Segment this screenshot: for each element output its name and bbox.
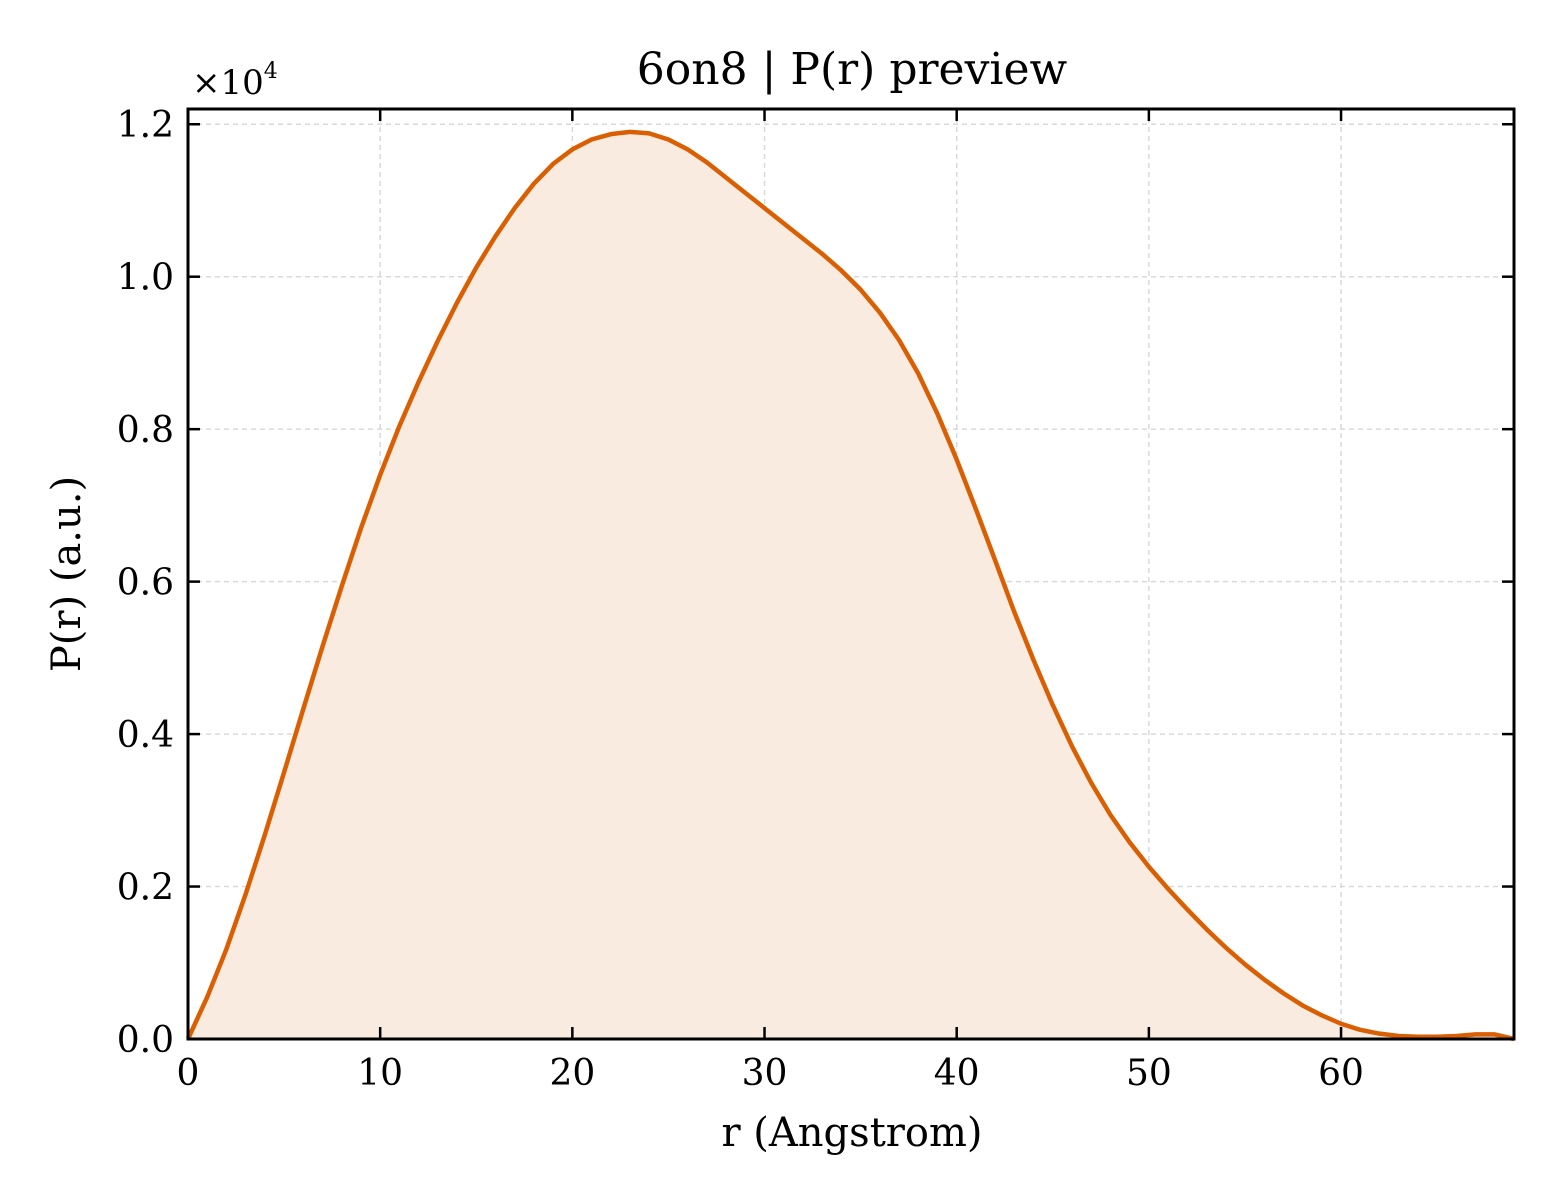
y-tick-label: 0.4 <box>117 715 174 756</box>
y-tick-label: 0.2 <box>117 868 174 909</box>
plot-frame <box>186 107 1516 1041</box>
y-tick-label: 1.2 <box>117 105 174 146</box>
y-tick-label: 0.6 <box>117 563 174 604</box>
y-multiplier-exponent: 4 <box>264 59 278 84</box>
y-axis-multiplier: ×104 <box>192 59 278 103</box>
y-multiplier-base: ×10 <box>192 63 264 103</box>
x-tick-label: 0 <box>177 1053 200 1094</box>
y-tick-label: 1.0 <box>117 258 174 299</box>
x-tick-label: 60 <box>1318 1053 1364 1094</box>
x-tick-label: 10 <box>357 1053 403 1094</box>
ticks-layer: 0 10 20 30 40 50 60 0.0 0.2 0.4 0.6 0.8 1.0 1.2 <box>117 105 1514 1094</box>
area-fill <box>188 131 1514 1039</box>
chart-title: 6on8 | P(r) preview <box>637 44 1068 95</box>
x-tick-label: 20 <box>549 1053 595 1094</box>
x-axis-label: r (Angstrom) <box>721 1110 982 1156</box>
x-tick-label: 50 <box>1126 1053 1172 1094</box>
y-tick-label: 0.8 <box>117 410 174 451</box>
y-tick-label: 0.0 <box>117 1020 174 1061</box>
series-line <box>185 129 1515 1042</box>
x-tick-label: 40 <box>934 1053 980 1094</box>
y-axis-label: P(r) (a.u.) <box>44 476 90 672</box>
x-tick-label: 30 <box>742 1053 788 1094</box>
